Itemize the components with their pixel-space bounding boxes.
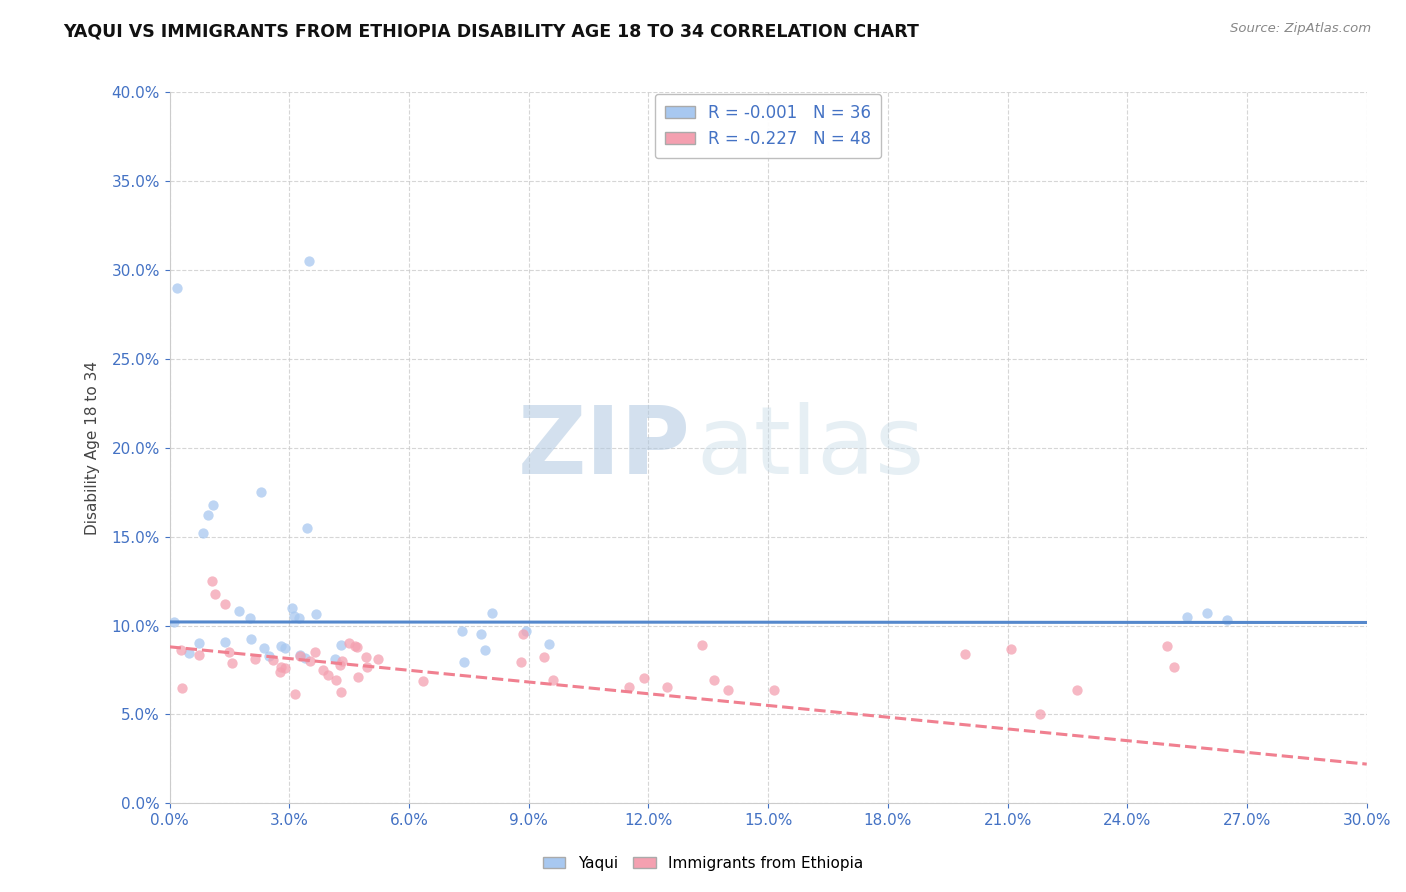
Point bbox=[356, 659, 378, 673]
Point bbox=[221, 656, 243, 670]
Point bbox=[1000, 641, 1022, 656]
Legend: Yaqui, Immigrants from Ethiopia: Yaqui, Immigrants from Ethiopia bbox=[537, 850, 869, 877]
Point bbox=[343, 639, 366, 653]
Point bbox=[323, 652, 346, 666]
Point bbox=[252, 640, 274, 655]
Point bbox=[201, 574, 224, 588]
Y-axis label: Disability Age 18 to 34: Disability Age 18 to 34 bbox=[86, 360, 100, 535]
Text: Source: ZipAtlas.com: Source: ZipAtlas.com bbox=[1230, 22, 1371, 36]
Point bbox=[1163, 660, 1185, 674]
Point bbox=[304, 645, 326, 659]
Point bbox=[1197, 606, 1219, 620]
Point bbox=[543, 673, 565, 687]
Point bbox=[450, 624, 472, 638]
Point bbox=[762, 682, 785, 697]
Point bbox=[1175, 609, 1198, 624]
Point bbox=[367, 652, 389, 666]
Point bbox=[453, 656, 475, 670]
Point bbox=[214, 597, 236, 611]
Point bbox=[281, 601, 304, 615]
Point bbox=[202, 498, 225, 512]
Point bbox=[290, 649, 312, 664]
Point bbox=[325, 673, 347, 687]
Point bbox=[412, 674, 434, 689]
Point bbox=[330, 654, 353, 668]
Point bbox=[537, 637, 560, 651]
Point bbox=[617, 680, 640, 694]
Point bbox=[717, 683, 740, 698]
Point bbox=[270, 660, 292, 674]
Point bbox=[347, 670, 370, 684]
Point bbox=[284, 688, 307, 702]
Point bbox=[298, 254, 321, 268]
Point bbox=[197, 508, 219, 523]
Text: ZIP: ZIP bbox=[517, 401, 690, 494]
Point bbox=[274, 661, 297, 675]
Point bbox=[295, 521, 318, 535]
Point bbox=[218, 645, 240, 659]
Point bbox=[657, 680, 679, 694]
Point bbox=[269, 665, 291, 680]
Point bbox=[170, 681, 193, 695]
Point bbox=[515, 624, 537, 638]
Point bbox=[339, 636, 361, 650]
Point bbox=[533, 650, 555, 665]
Point bbox=[290, 648, 312, 663]
Point bbox=[270, 639, 292, 653]
Point bbox=[474, 643, 496, 657]
Text: atlas: atlas bbox=[696, 401, 925, 494]
Point bbox=[329, 657, 352, 672]
Point bbox=[298, 654, 321, 668]
Point bbox=[214, 635, 236, 649]
Point bbox=[170, 642, 193, 657]
Point bbox=[257, 648, 280, 663]
Point bbox=[703, 673, 725, 688]
Point bbox=[239, 610, 262, 624]
Point bbox=[250, 485, 273, 500]
Point bbox=[955, 647, 977, 661]
Point bbox=[193, 526, 215, 541]
Point bbox=[470, 627, 492, 641]
Point bbox=[633, 671, 655, 685]
Point bbox=[163, 615, 186, 629]
Point bbox=[283, 608, 305, 623]
Point bbox=[1156, 639, 1178, 653]
Point bbox=[1066, 682, 1088, 697]
Point bbox=[1029, 707, 1052, 722]
Point bbox=[187, 636, 209, 650]
Point bbox=[228, 604, 250, 618]
Point bbox=[204, 586, 226, 600]
Point bbox=[245, 652, 267, 666]
Point bbox=[187, 648, 209, 662]
Point bbox=[318, 668, 340, 682]
Point bbox=[262, 653, 284, 667]
Point bbox=[294, 651, 316, 665]
Point bbox=[354, 649, 377, 664]
Point bbox=[690, 638, 713, 652]
Legend: R = -0.001   N = 36, R = -0.227   N = 48: R = -0.001 N = 36, R = -0.227 N = 48 bbox=[655, 94, 882, 158]
Point bbox=[240, 632, 263, 646]
Point bbox=[312, 664, 335, 678]
Point bbox=[274, 640, 297, 655]
Point bbox=[288, 611, 311, 625]
Point bbox=[330, 638, 353, 652]
Point bbox=[481, 607, 503, 621]
Point bbox=[305, 607, 328, 622]
Point bbox=[166, 281, 188, 295]
Point bbox=[346, 640, 368, 654]
Point bbox=[509, 655, 531, 669]
Point bbox=[179, 646, 201, 660]
Text: YAQUI VS IMMIGRANTS FROM ETHIOPIA DISABILITY AGE 18 TO 34 CORRELATION CHART: YAQUI VS IMMIGRANTS FROM ETHIOPIA DISABI… bbox=[63, 22, 920, 40]
Point bbox=[329, 685, 352, 699]
Point bbox=[512, 627, 534, 641]
Point bbox=[1216, 613, 1239, 627]
